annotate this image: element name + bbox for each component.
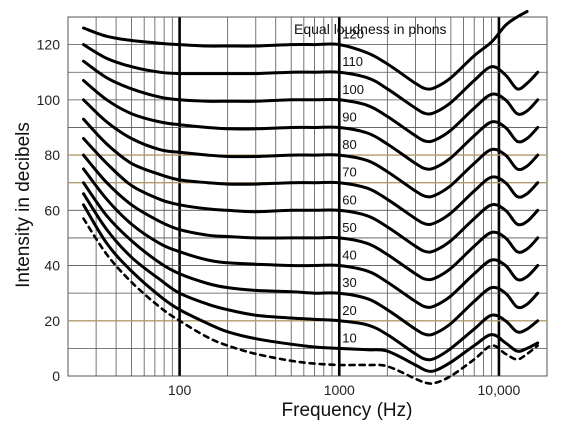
phon-label: 90 (342, 109, 356, 124)
phon-curve (82, 59, 540, 144)
phon-label: 100 (342, 82, 364, 97)
phon-curve (82, 153, 540, 282)
phon-curve (82, 79, 540, 171)
y-tick-label: 0 (52, 368, 60, 384)
phon-curve (82, 167, 540, 309)
phon-curve (82, 192, 540, 362)
y-axis-title: Intensity in decibels (13, 122, 34, 288)
phon-label: 40 (342, 248, 356, 263)
threshold-curve (82, 217, 539, 385)
phon-label: 120 (342, 27, 364, 42)
phon-label: 110 (342, 54, 363, 69)
curve-layer (82, 10, 540, 385)
x-tick-label: 100 (168, 382, 192, 398)
phon-label: 50 (342, 220, 356, 235)
phon-curve (82, 10, 529, 91)
phon-curve (82, 137, 540, 254)
y-tick-label: 120 (37, 37, 61, 53)
x-tick-label: 10,000 (478, 382, 521, 398)
phon-label: 30 (342, 275, 356, 290)
phon-curve (82, 117, 540, 226)
phon-label: 60 (342, 192, 356, 207)
y-tick-label: 20 (44, 313, 60, 329)
phon-curve (82, 43, 540, 116)
x-axis-title: Frequency (Hz) (282, 400, 413, 421)
legend-title: Equal loudness in phons (294, 21, 447, 37)
y-tick-label: 40 (44, 258, 60, 274)
x-tick-label: 1000 (324, 382, 355, 398)
phon-label: 70 (342, 165, 356, 180)
phon-curve (82, 98, 540, 199)
phon-label: 80 (342, 137, 356, 152)
y-tick-label: 80 (44, 147, 60, 163)
label-layer: 0 20 40 60 80 100 120 100 1000 10,000 120 110 100 90 8… (37, 27, 521, 398)
y-tick-label: 100 (37, 92, 61, 108)
phon-label: 10 (342, 330, 356, 345)
phon-label: 20 (342, 303, 356, 318)
phon-curve (82, 181, 540, 337)
y-tick-label: 60 (44, 202, 60, 218)
phon-curve (82, 203, 540, 373)
